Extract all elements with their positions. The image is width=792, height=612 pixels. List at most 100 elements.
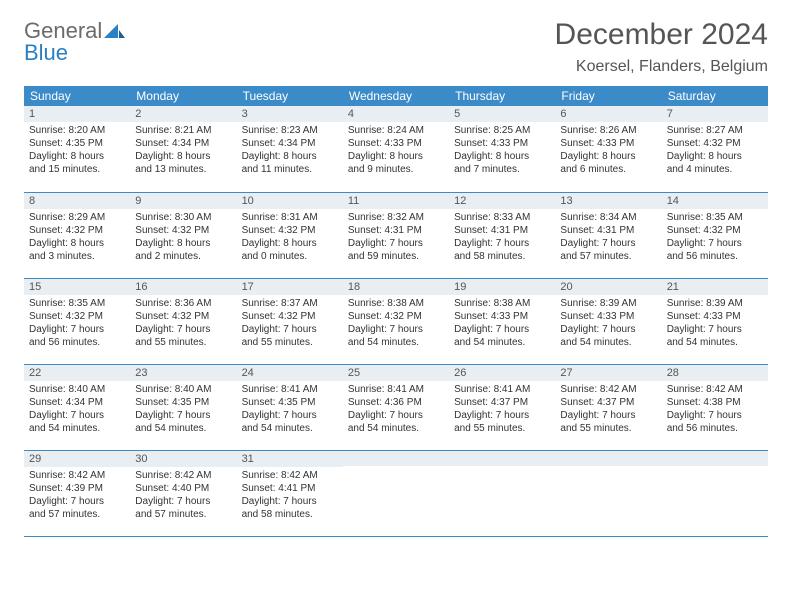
day-details: Sunrise: 8:42 AMSunset: 4:37 PMDaylight:… (555, 381, 661, 439)
day-number: 29 (24, 451, 130, 467)
day-number: 18 (343, 279, 449, 295)
daylight2: and 56 minutes. (667, 250, 763, 263)
daylight1: Daylight: 7 hours (135, 495, 231, 508)
daylight1: Daylight: 8 hours (29, 237, 125, 250)
day-details: Sunrise: 8:26 AMSunset: 4:33 PMDaylight:… (555, 122, 661, 180)
day-details: Sunrise: 8:25 AMSunset: 4:33 PMDaylight:… (449, 122, 555, 180)
daylight1: Daylight: 7 hours (454, 237, 550, 250)
day-number: 16 (130, 279, 236, 295)
daylight2: and 4 minutes. (667, 163, 763, 176)
day-number: 14 (662, 193, 768, 209)
day-cell: 29Sunrise: 8:42 AMSunset: 4:39 PMDayligh… (24, 450, 130, 536)
sunset: Sunset: 4:32 PM (242, 310, 338, 323)
day-number: 22 (24, 365, 130, 381)
day-number: 9 (130, 193, 236, 209)
day-number: 2 (130, 106, 236, 122)
day-cell: 16Sunrise: 8:36 AMSunset: 4:32 PMDayligh… (130, 278, 236, 364)
daylight2: and 7 minutes. (454, 163, 550, 176)
day-number: 13 (555, 193, 661, 209)
day-cell: 21Sunrise: 8:39 AMSunset: 4:33 PMDayligh… (662, 278, 768, 364)
day-number: 7 (662, 106, 768, 122)
sunset: Sunset: 4:41 PM (242, 482, 338, 495)
dayhead-thu: Thursday (449, 86, 555, 106)
daylight2: and 55 minutes. (135, 336, 231, 349)
daylight1: Daylight: 7 hours (135, 409, 231, 422)
day-number: 1 (24, 106, 130, 122)
day-cell: 1Sunrise: 8:20 AMSunset: 4:35 PMDaylight… (24, 106, 130, 192)
day-details: Sunrise: 8:35 AMSunset: 4:32 PMDaylight:… (24, 295, 130, 353)
day-details: Sunrise: 8:41 AMSunset: 4:35 PMDaylight:… (237, 381, 343, 439)
sunrise: Sunrise: 8:42 AM (135, 469, 231, 482)
daylight1: Daylight: 7 hours (242, 495, 338, 508)
daylight1: Daylight: 8 hours (29, 150, 125, 163)
sunset: Sunset: 4:35 PM (242, 396, 338, 409)
sunrise: Sunrise: 8:33 AM (454, 211, 550, 224)
daylight1: Daylight: 8 hours (348, 150, 444, 163)
sunrise: Sunrise: 8:36 AM (135, 297, 231, 310)
sunset: Sunset: 4:32 PM (242, 224, 338, 237)
daylight1: Daylight: 8 hours (135, 150, 231, 163)
day-number: 31 (237, 451, 343, 467)
sunrise: Sunrise: 8:26 AM (560, 124, 656, 137)
day-number: 5 (449, 106, 555, 122)
sunrise: Sunrise: 8:27 AM (667, 124, 763, 137)
day-number: 19 (449, 279, 555, 295)
daylight1: Daylight: 7 hours (667, 237, 763, 250)
dayhead-sun: Sunday (24, 86, 130, 106)
sunset: Sunset: 4:32 PM (135, 224, 231, 237)
day-cell: 23Sunrise: 8:40 AMSunset: 4:35 PMDayligh… (130, 364, 236, 450)
week-row: 1Sunrise: 8:20 AMSunset: 4:35 PMDaylight… (24, 106, 768, 192)
daylight1: Daylight: 8 hours (667, 150, 763, 163)
sunset: Sunset: 4:31 PM (454, 224, 550, 237)
sunset: Sunset: 4:37 PM (454, 396, 550, 409)
day-cell (449, 450, 555, 536)
logo-sail-icon (104, 22, 126, 40)
daylight2: and 54 minutes. (454, 336, 550, 349)
daylight2: and 57 minutes. (29, 508, 125, 521)
day-details: Sunrise: 8:20 AMSunset: 4:35 PMDaylight:… (24, 122, 130, 180)
day-number: 21 (662, 279, 768, 295)
daylight1: Daylight: 7 hours (454, 323, 550, 336)
day-details: Sunrise: 8:23 AMSunset: 4:34 PMDaylight:… (237, 122, 343, 180)
day-cell: 14Sunrise: 8:35 AMSunset: 4:32 PMDayligh… (662, 192, 768, 278)
title-block: December 2024 Koersel, Flanders, Belgium (555, 18, 768, 76)
day-number: 26 (449, 365, 555, 381)
day-details: Sunrise: 8:40 AMSunset: 4:35 PMDaylight:… (130, 381, 236, 439)
sunrise: Sunrise: 8:41 AM (348, 383, 444, 396)
daylight2: and 9 minutes. (348, 163, 444, 176)
day-cell: 26Sunrise: 8:41 AMSunset: 4:37 PMDayligh… (449, 364, 555, 450)
daylight2: and 15 minutes. (29, 163, 125, 176)
calendar-body: 1Sunrise: 8:20 AMSunset: 4:35 PMDaylight… (24, 106, 768, 536)
sunset: Sunset: 4:31 PM (560, 224, 656, 237)
day-cell: 15Sunrise: 8:35 AMSunset: 4:32 PMDayligh… (24, 278, 130, 364)
day-details: Sunrise: 8:41 AMSunset: 4:36 PMDaylight:… (343, 381, 449, 439)
daylight2: and 57 minutes. (560, 250, 656, 263)
day-details: Sunrise: 8:31 AMSunset: 4:32 PMDaylight:… (237, 209, 343, 267)
sunrise: Sunrise: 8:40 AM (29, 383, 125, 396)
day-cell: 25Sunrise: 8:41 AMSunset: 4:36 PMDayligh… (343, 364, 449, 450)
day-number: 28 (662, 365, 768, 381)
day-details: Sunrise: 8:42 AMSunset: 4:41 PMDaylight:… (237, 467, 343, 525)
day-number (449, 451, 555, 466)
day-number: 8 (24, 193, 130, 209)
day-details: Sunrise: 8:42 AMSunset: 4:38 PMDaylight:… (662, 381, 768, 439)
day-cell: 8Sunrise: 8:29 AMSunset: 4:32 PMDaylight… (24, 192, 130, 278)
day-cell: 27Sunrise: 8:42 AMSunset: 4:37 PMDayligh… (555, 364, 661, 450)
daylight2: and 0 minutes. (242, 250, 338, 263)
sunset: Sunset: 4:39 PM (29, 482, 125, 495)
day-number: 6 (555, 106, 661, 122)
daylight1: Daylight: 8 hours (454, 150, 550, 163)
sunset: Sunset: 4:38 PM (667, 396, 763, 409)
day-cell: 7Sunrise: 8:27 AMSunset: 4:32 PMDaylight… (662, 106, 768, 192)
sunrise: Sunrise: 8:41 AM (242, 383, 338, 396)
daylight2: and 56 minutes. (29, 336, 125, 349)
daylight1: Daylight: 7 hours (454, 409, 550, 422)
day-cell: 18Sunrise: 8:38 AMSunset: 4:32 PMDayligh… (343, 278, 449, 364)
sunrise: Sunrise: 8:21 AM (135, 124, 231, 137)
sunset: Sunset: 4:40 PM (135, 482, 231, 495)
sunset: Sunset: 4:33 PM (454, 310, 550, 323)
dayhead-sat: Saturday (662, 86, 768, 106)
day-cell: 10Sunrise: 8:31 AMSunset: 4:32 PMDayligh… (237, 192, 343, 278)
daylight2: and 2 minutes. (135, 250, 231, 263)
header: General December 2024 Koersel, Flanders,… (24, 18, 768, 76)
